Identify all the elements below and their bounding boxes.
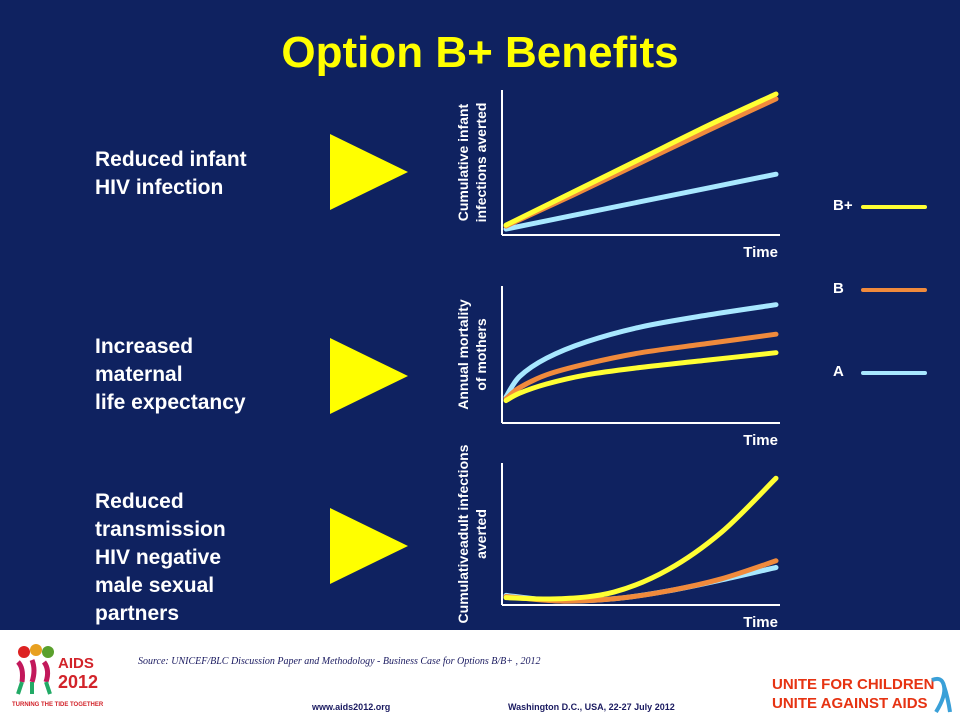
y-axis-label: Cumulative infant infections averted [455, 103, 489, 223]
legend-label: B [833, 280, 844, 297]
series-line-bplus [503, 91, 779, 228]
unite-for-children-logo: UNITE FOR CHILDREN UNITE AGAINST AIDS [772, 676, 952, 714]
legend-item-b: B [833, 280, 933, 300]
svg-text:UNITE FOR CHILDREN: UNITE FOR CHILDREN [772, 676, 935, 693]
legend-label: A [833, 363, 844, 380]
benefit-description-3: Reduced transmission HIV negative male s… [95, 490, 226, 625]
series-line-b [503, 331, 779, 402]
y-axis-label: Cumulativeadult infections averted [455, 444, 489, 623]
footer: AIDS 2012 TURNING THE TIDE TOGETHER Sour… [0, 630, 960, 720]
svg-text:AIDS: AIDS [58, 655, 94, 672]
x-axis-label: Time [743, 432, 778, 449]
arrow-right-icon [330, 134, 408, 210]
svg-text:TURNING THE TIDE TOGETHER: TURNING THE TIDE TOGETHER [12, 702, 104, 708]
svg-text:2012: 2012 [58, 672, 98, 692]
series-line-a [503, 302, 779, 400]
series-line-bplus [503, 350, 779, 404]
conference-url[interactable]: www.aids2012.org [312, 702, 391, 712]
arrow-right-icon [330, 338, 408, 414]
chart-maternal-mortality: Annual mortality of mothers Time [455, 286, 780, 449]
conference-location: Washington D.C., USA, 22-27 July 2012 [508, 702, 675, 712]
svg-text:UNITE AGAINST AIDS: UNITE AGAINST AIDS [772, 695, 928, 712]
arrow-right-icon [330, 508, 408, 584]
chart-adult-infections: Cumulativeadult infections averted Time [455, 444, 780, 631]
legend-swatch [861, 205, 927, 209]
legend-swatch [861, 371, 927, 375]
legend-label: B+ [833, 197, 853, 214]
x-axis-label: Time [743, 614, 778, 631]
legend-swatch [861, 288, 927, 292]
y-axis-label: Annual mortality of mothers [455, 299, 489, 410]
legend-item-a: A [833, 363, 933, 383]
slide-title: Option B+ Benefits [281, 28, 679, 77]
legend-item-bplus: B+ [833, 197, 933, 217]
x-axis-label: Time [743, 244, 778, 261]
series-line-a [503, 171, 779, 232]
benefit-description-1: Reduced infant HIV infection [95, 148, 247, 199]
series-line-bplus [503, 475, 779, 602]
chart-infant-infections: Cumulative infant infections averted Time [455, 90, 780, 261]
benefit-description-2: Increased maternal life expectancy [95, 335, 246, 414]
source-citation: Source: UNICEF/BLC Discussion Paper and … [138, 656, 541, 667]
aids2012-logo: AIDS 2012 TURNING THE TIDE TOGETHER [12, 644, 104, 708]
